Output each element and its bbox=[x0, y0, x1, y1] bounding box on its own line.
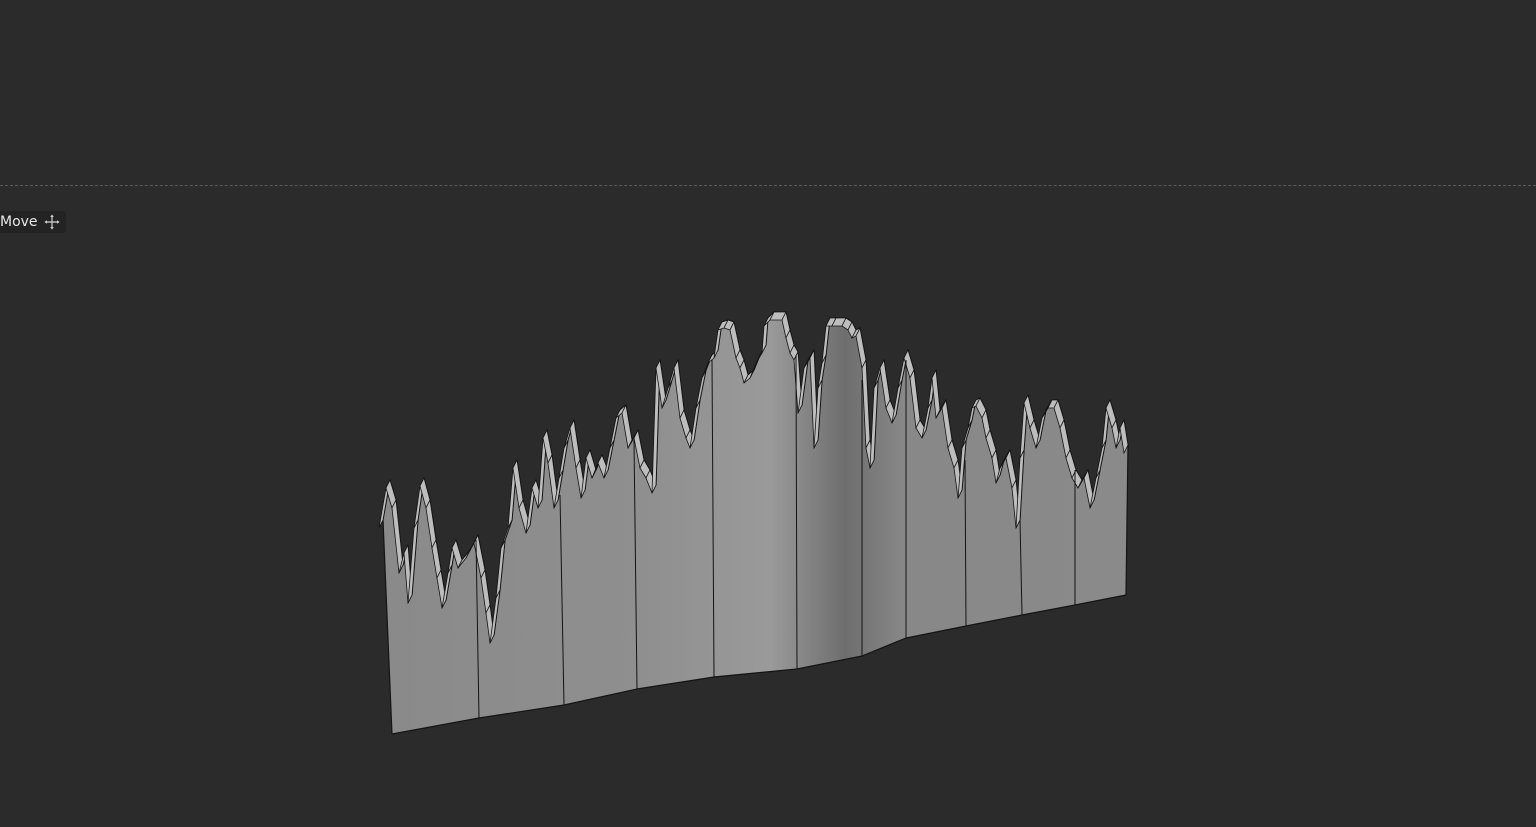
move-tool-overlay[interactable]: Move bbox=[0, 211, 66, 233]
mesh-seam-line bbox=[964, 459, 967, 627]
mesh-seam-line bbox=[795, 354, 798, 670]
horizon-line bbox=[0, 185, 1536, 186]
mesh-seams bbox=[475, 354, 1076, 719]
mesh-seam-line bbox=[1019, 519, 1023, 616]
move-arrows-icon bbox=[44, 214, 60, 230]
mesh-seam-line bbox=[475, 539, 480, 719]
mesh-seam-line bbox=[559, 494, 565, 706]
mesh-cap-segment bbox=[1119, 418, 1129, 455]
move-tool-label: Move bbox=[0, 214, 38, 230]
mesh-seam-line bbox=[633, 439, 638, 690]
mesh-top-caps bbox=[378, 310, 1129, 645]
mesh-seam-line bbox=[711, 359, 715, 678]
